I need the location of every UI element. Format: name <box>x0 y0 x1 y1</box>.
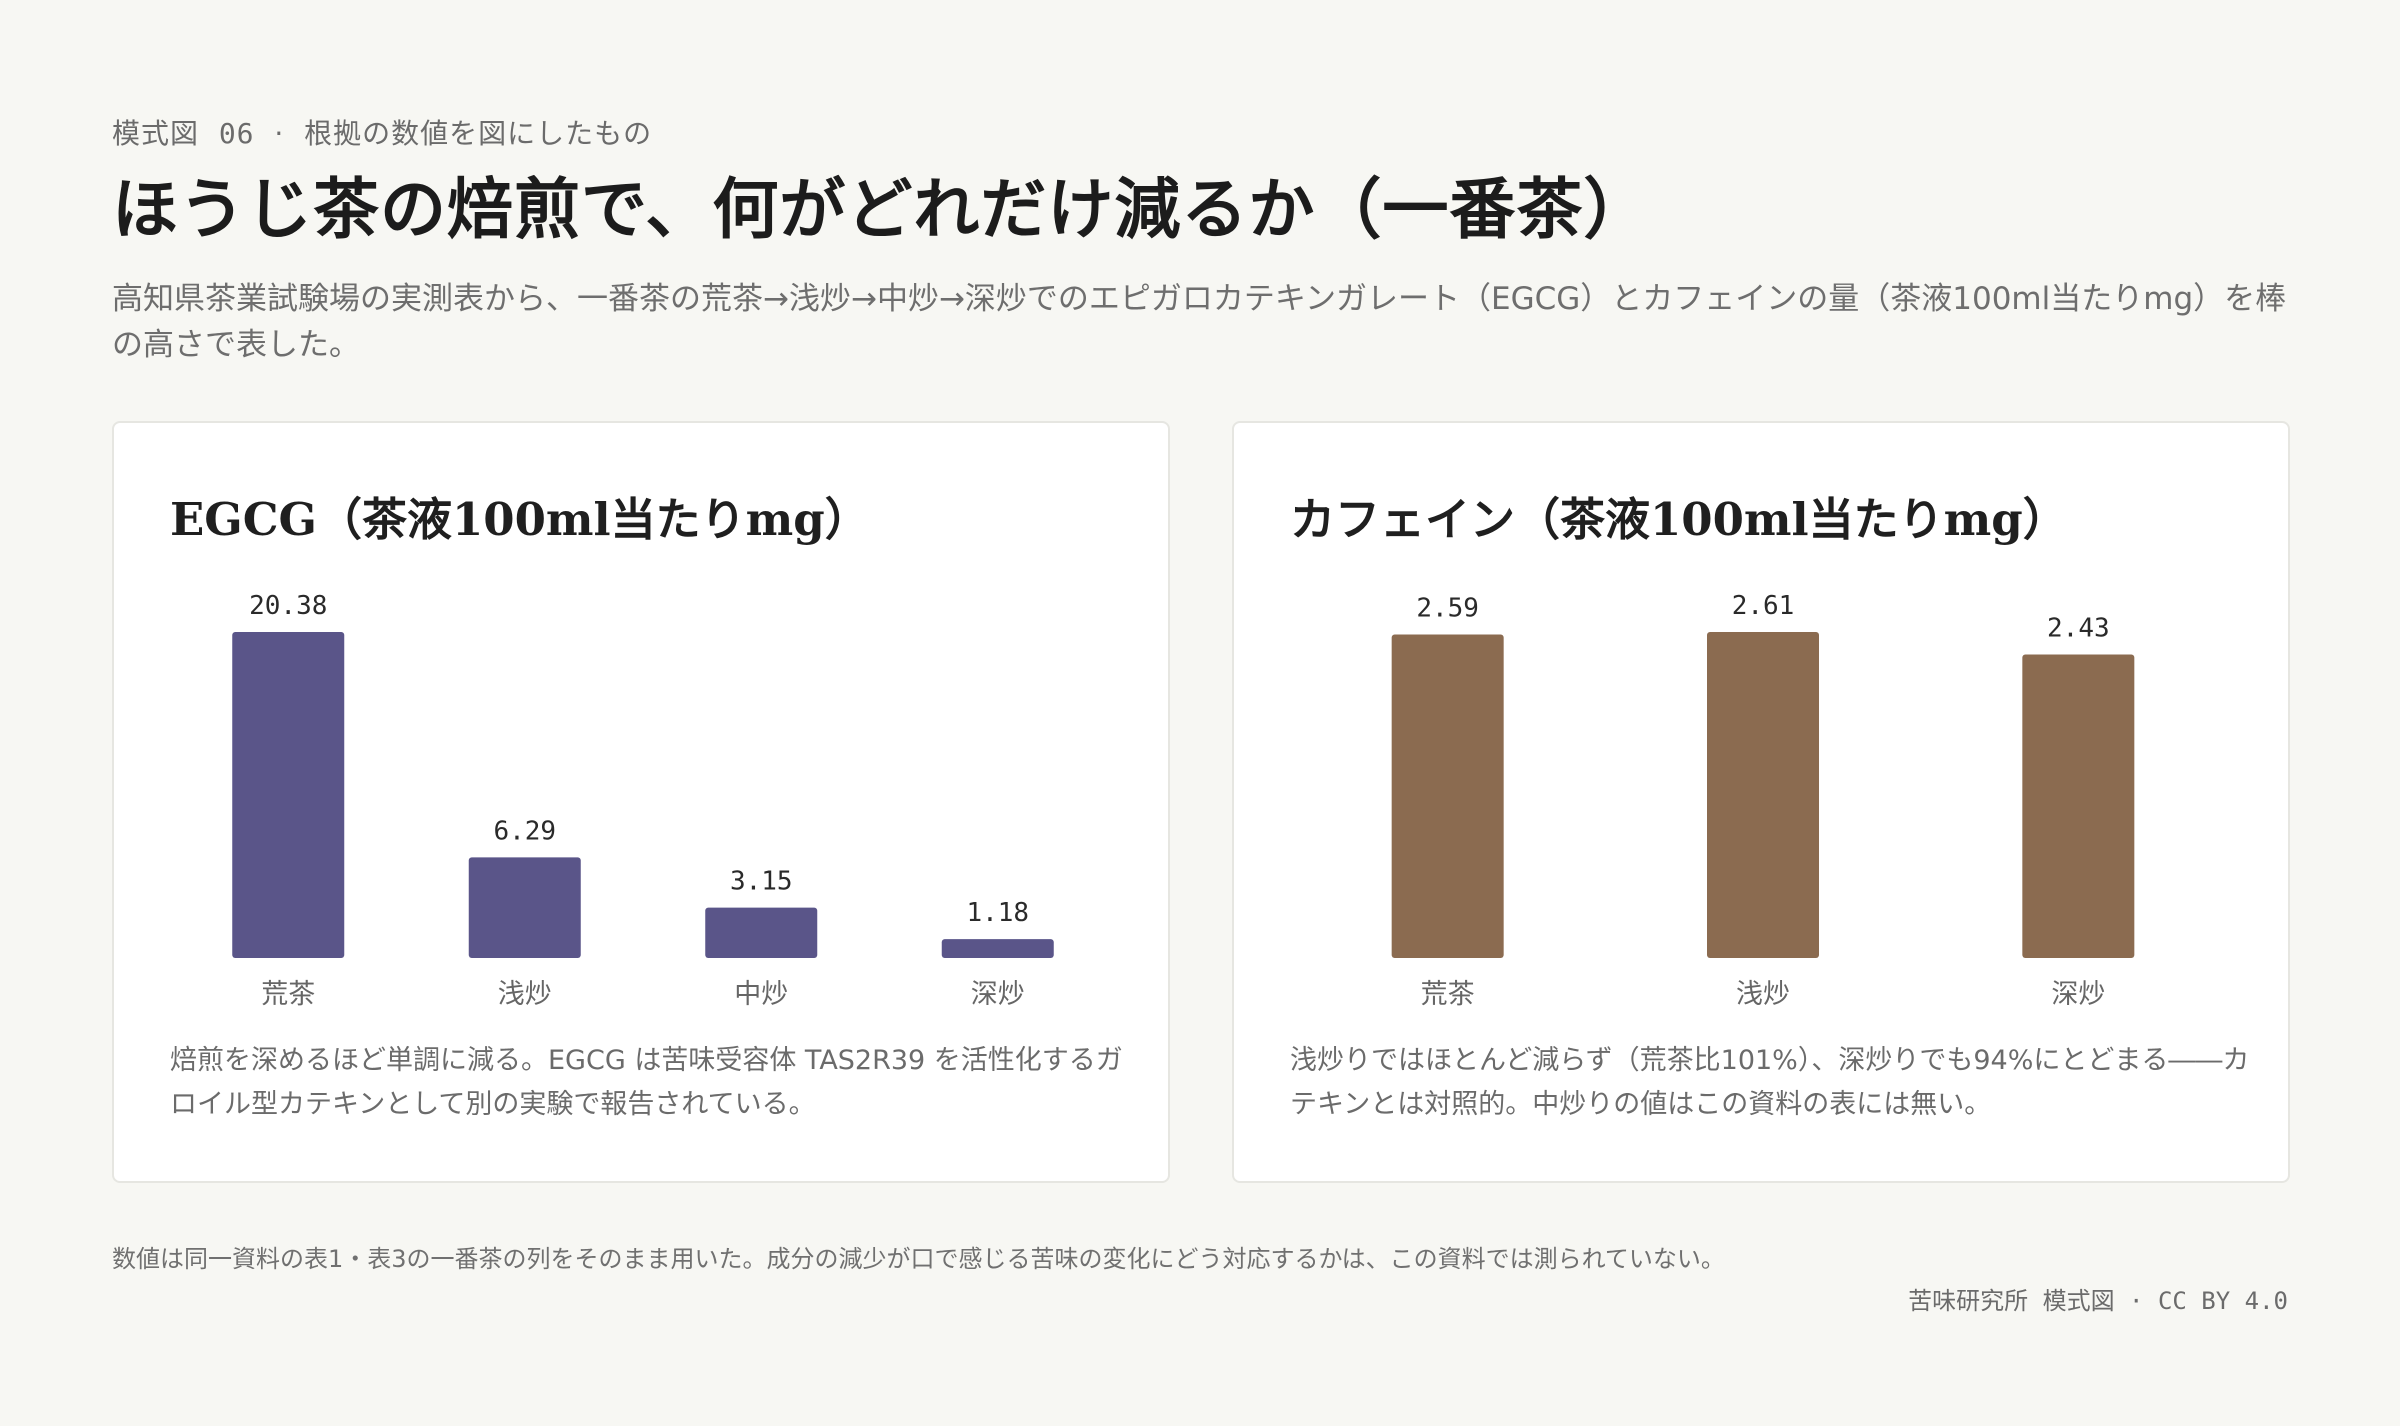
eyebrow-text: 根拠の数値を図にしたもの <box>304 117 653 150</box>
caffeine-value-label-2: 2.61 <box>1732 591 1795 621</box>
page-title: ほうじ茶の焙煎で、何がどれだけ減るか（一番茶） <box>112 170 1651 248</box>
caffeine-value-label-1: 2.59 <box>1416 593 1479 623</box>
egcg-value-label-3: 3.15 <box>730 867 793 897</box>
egcg-value-label-2: 6.29 <box>493 816 556 846</box>
caffeine-chart-card: カフェイン（茶液100ml当たりmg） 2.59 荒茶 2.61 浅炒 2.43 深炒 浅… <box>1232 421 2290 1183</box>
egcg-value-label-1: 20.38 <box>249 591 327 621</box>
egcg-bar-4 <box>941 939 1054 958</box>
egcg-value-label-4: 1.18 <box>966 898 1029 928</box>
egcg-category-label-4: 深炒 <box>971 979 1025 1010</box>
eyebrow-number: 06 <box>218 117 255 150</box>
egcg-bar-2 <box>468 857 581 958</box>
caffeine-chart-note: 浅炒りではほとんど減らず（荒茶比101%）、深炒りでも94%にとどまる――カテキ… <box>1290 1045 2250 1120</box>
caffeine-category-label-3: 深炒 <box>2051 979 2105 1010</box>
caffeine-chart-title: カフェイン（茶液100ml当たりmg） <box>1290 493 2068 546</box>
egcg-bar-1 <box>232 632 345 958</box>
eyebrow-label: 模式図 <box>112 117 200 150</box>
caffeine-bar-1 <box>1391 634 1504 958</box>
caffeine-category-label-1: 荒茶 <box>1421 979 1475 1010</box>
eyebrow-separator: · <box>274 117 285 150</box>
caffeine-bar-2 <box>1707 632 1819 958</box>
egcg-category-label-1: 荒茶 <box>261 979 315 1010</box>
caffeine-bar-chart: 2.59 荒茶 2.61 浅炒 2.43 深炒 <box>1391 591 2135 1010</box>
egcg-chart-title: EGCG（茶液100ml当たりmg） <box>170 493 870 546</box>
egcg-bar-chart: 20.38 荒茶 6.29 浅炒 3.15 中炒 1.18 深炒 <box>232 591 1054 1010</box>
egcg-bar-3 <box>705 907 818 958</box>
page-subtitle: 高知県茶業試験場の実測表から、一番茶の荒茶→浅炒→中炒→深炒でのエピガロカテキン… <box>112 281 2287 363</box>
caffeine-value-label-3: 2.43 <box>2047 613 2110 643</box>
egcg-chart-card: EGCG（茶液100ml当たりmg） 20.38 荒茶 6.29 浅炒 3.15 中炒 1.… <box>112 421 1170 1183</box>
footnote: 数値は同一資料の表1・表3の一番茶の列をそのまま用いた。成分の減少が口で感じる苦… <box>112 1245 1725 1273</box>
caffeine-category-label-2: 浅炒 <box>1736 979 1790 1010</box>
egcg-chart-note: 焙煎を深めるほど単調に減る。EGCG は苦味受容体 TAS2R39 を活性化する… <box>170 1045 1123 1120</box>
figure-eyebrow: 模式図 06 · 根拠の数値を図にしたもの <box>112 112 652 152</box>
caffeine-bar-3 <box>2022 654 2135 958</box>
credit-line: 苦味研究所 模式図 · CC BY 4.0 <box>1908 1287 2288 1315</box>
egcg-category-label-2: 浅炒 <box>498 979 552 1010</box>
egcg-category-label-3: 中炒 <box>734 979 788 1010</box>
